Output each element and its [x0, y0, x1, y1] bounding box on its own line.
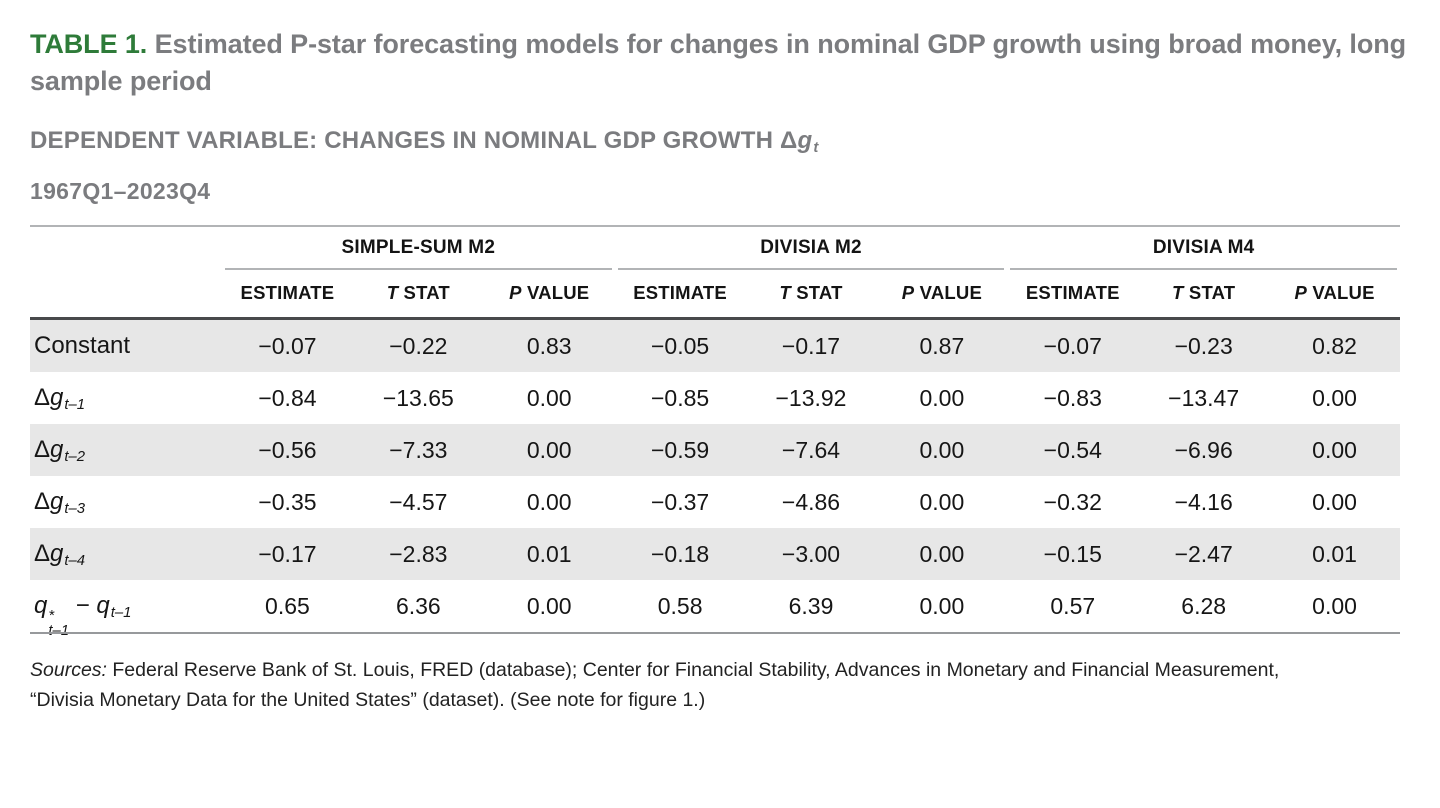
row-label: Constant — [30, 320, 222, 372]
column-header: P VALUE — [1294, 282, 1375, 303]
table-cell: −4.16 — [1174, 489, 1233, 515]
sources-line-2: “Divisia Monetary Data for the United St… — [30, 689, 706, 711]
table-cell: 6.36 — [395, 593, 441, 619]
table-cell: −2.83 — [352, 528, 484, 580]
table-title-text: Estimated P-star forecasting models for … — [30, 29, 1407, 96]
table-cell: −0.17 — [222, 528, 353, 580]
table-cell: 0.00 — [526, 385, 572, 411]
column-header: ESTIMATE — [1025, 282, 1120, 303]
table-cell: 0.65 — [265, 593, 310, 619]
column-header: T STAT — [386, 282, 450, 303]
table-cell: 6.39 — [788, 593, 834, 619]
table-cell: −0.54 — [1007, 424, 1139, 476]
table-cell: −0.07 — [1007, 320, 1139, 372]
table-cell: −13.65 — [382, 385, 454, 411]
column-header: P VALUE — [509, 282, 590, 303]
column-group-header: DIVISIA M2 — [615, 227, 1008, 270]
table-cell: −0.32 — [1043, 489, 1102, 515]
table-cell: 6.28 — [1181, 593, 1227, 619]
table-cell: −0.85 — [651, 385, 710, 411]
table-cell: 0.00 — [919, 489, 965, 515]
results-table: SIMPLE-SUM M2 DIVISIA M2 DIVISIA M4 ESTIMAT… — [30, 225, 1400, 639]
table-cell: −0.18 — [614, 528, 746, 580]
table-title: TABLE 1. Estimated P-star forecasting mo… — [30, 26, 1410, 100]
table-cell: 0.00 — [483, 424, 615, 476]
table-cell: 0.82 — [1269, 320, 1400, 372]
table-cell: −0.07 — [222, 320, 353, 372]
table-cell: 0.01 — [483, 528, 615, 580]
variable-name: g — [797, 127, 813, 154]
sample-period: 1967Q1–2023Q4 — [30, 178, 211, 204]
variable-subscript: t — [813, 139, 819, 156]
row-label: Δgt–3 — [34, 488, 86, 517]
table-cell: −0.17 — [745, 320, 877, 372]
column-header-spacer — [30, 270, 222, 317]
column-group-header: SIMPLE-SUM M2 — [222, 227, 615, 270]
sources-prefix: Sources: — [30, 659, 107, 681]
dependent-variable-heading: DEPENDENT VARIABLE: CHANGES IN NOMINAL G… — [30, 127, 1410, 156]
column-header: T STAT — [1172, 282, 1236, 303]
sources-note: Sources: Federal Reserve Bank of St. Lou… — [30, 655, 1410, 715]
table-cell: 0.00 — [526, 489, 572, 515]
table-cell: −7.33 — [352, 424, 484, 476]
table-cell: −0.35 — [258, 489, 317, 515]
table-number-label: TABLE 1. — [30, 29, 148, 59]
column-header: ESTIMATE — [633, 282, 727, 303]
column-header: ESTIMATE — [240, 282, 335, 303]
table-cell: 0.87 — [876, 320, 1008, 372]
table-cell: −4.86 — [781, 489, 841, 515]
table-cell: 0.00 — [919, 593, 965, 619]
table-cell: −4.57 — [389, 489, 448, 515]
row-label: q * t–1 − qt–1 — [34, 592, 132, 639]
table-cell: 0.00 — [1312, 593, 1357, 619]
table-cell: 0.00 — [876, 424, 1008, 476]
table-cell: 0.58 — [657, 593, 703, 619]
table-cell: 0.00 — [1312, 489, 1357, 515]
table-cell: −0.56 — [222, 424, 353, 476]
dependent-variable-text: DEPENDENT VARIABLE: CHANGES IN NOMINAL G… — [30, 127, 774, 154]
document-page: TABLE 1. Estimated P-star forecasting mo… — [0, 26, 1440, 808]
table-cell: −13.92 — [775, 385, 847, 411]
table-cell: −0.84 — [258, 385, 317, 411]
row-label: Δgt–4 — [30, 528, 222, 580]
table-bottom-rule — [30, 632, 1400, 634]
column-group-header: DIVISIA M4 — [1007, 227, 1400, 270]
table-cell: 0.00 — [876, 528, 1008, 580]
table-cell: 0.00 — [1312, 385, 1357, 411]
header-divider-rule — [30, 317, 1400, 320]
table-cell: 0.00 — [1269, 424, 1400, 476]
table-cell: −0.37 — [651, 489, 710, 515]
superscript-subscript: * t–1 — [48, 607, 70, 639]
table-cell: 0.57 — [1050, 593, 1096, 619]
sources-line-1: Federal Reserve Bank of St. Louis, FRED … — [106, 659, 1280, 681]
table-cell: 0.00 — [919, 385, 965, 411]
row-label: Δgt–1 — [34, 384, 86, 413]
column-header: P VALUE — [901, 282, 982, 303]
row-label: Δgt–2 — [30, 424, 222, 476]
group-header-spacer — [30, 227, 222, 270]
table-cell: −0.22 — [352, 320, 484, 372]
table-cell: −0.59 — [614, 424, 746, 476]
table-cell: −0.05 — [614, 320, 746, 372]
table-cell: −6.96 — [1138, 424, 1270, 476]
delta-symbol: Δ — [780, 127, 798, 154]
table-cell: −7.64 — [745, 424, 877, 476]
table-cell: −0.23 — [1138, 320, 1270, 372]
table-cell: −13.47 — [1168, 385, 1240, 411]
table-cell: −0.15 — [1007, 528, 1139, 580]
table-cell: 0.01 — [1269, 528, 1400, 580]
table-cell: −3.00 — [745, 528, 877, 580]
table-cell: −0.83 — [1043, 385, 1102, 411]
table-cell: −2.47 — [1138, 528, 1270, 580]
table-cell: 0.00 — [526, 593, 572, 619]
table-cell: 0.83 — [483, 320, 615, 372]
column-header: T STAT — [779, 282, 843, 303]
